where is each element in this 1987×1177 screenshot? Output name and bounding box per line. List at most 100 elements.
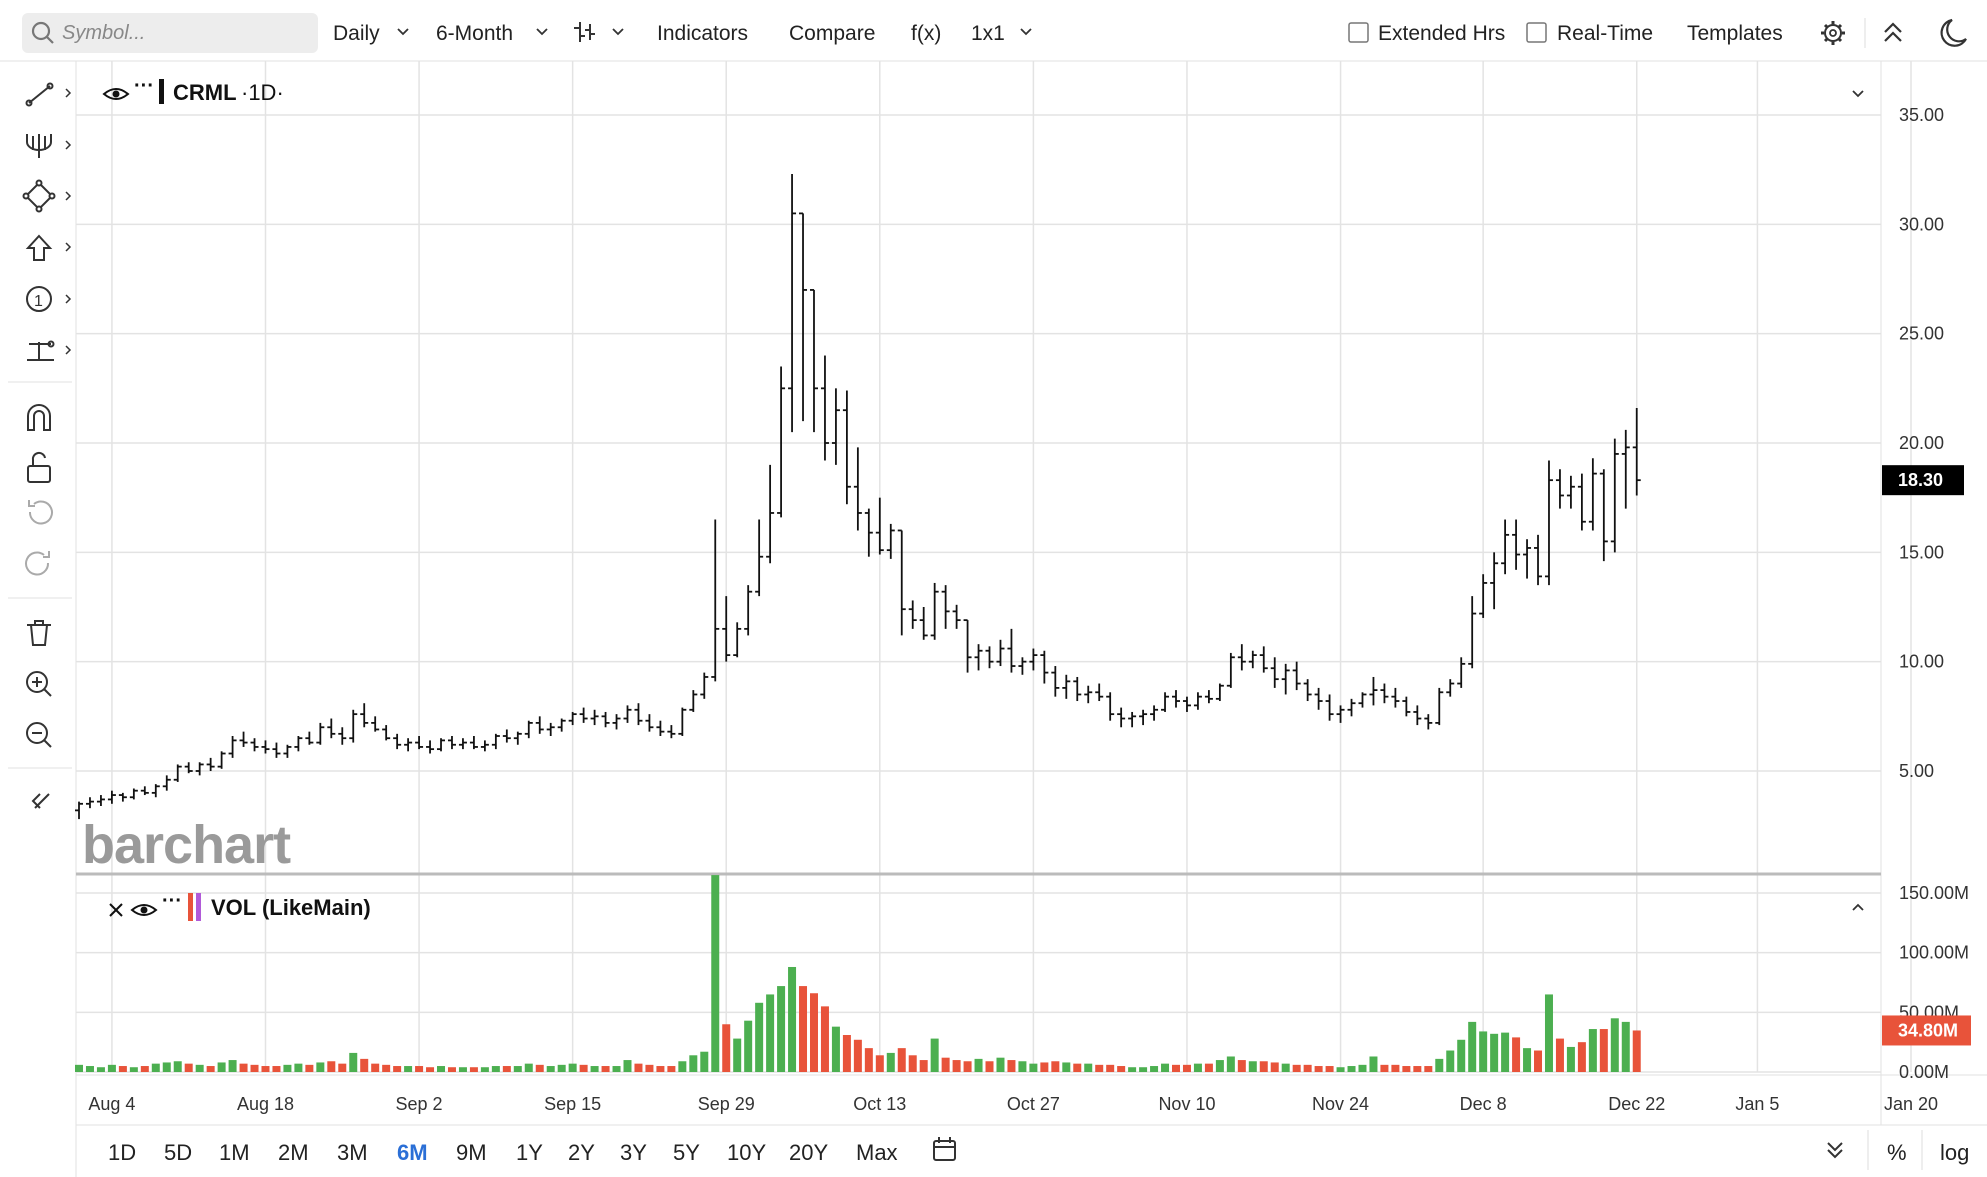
range-button-1m[interactable]: 1M	[219, 1140, 250, 1165]
layout-dropdown[interactable]: 1x1	[971, 22, 1005, 45]
interval-dropdown[interactable]: Daily	[333, 22, 380, 45]
search-box[interactable]	[22, 13, 318, 53]
volume-bar	[162, 1062, 171, 1072]
volume-bar	[1172, 1064, 1180, 1072]
range-button-9m[interactable]: 9M	[456, 1140, 487, 1165]
ohlc-bar	[118, 792, 127, 802]
ohlc-bar	[623, 705, 632, 723]
ohlc-bar	[162, 775, 171, 791]
period-dropdown[interactable]: 6-Month	[436, 22, 513, 45]
range-selector: 1D 5D 1M 2M 3M 6M 9M 1Y 2Y 3Y 5Y 10Y 20Y Max	[108, 1140, 898, 1165]
arrow-up-tool-icon[interactable]	[25, 234, 72, 261]
magnet-icon[interactable]	[27, 404, 51, 431]
ohlc-bar	[173, 764, 182, 782]
range-button-max[interactable]: Max	[856, 1140, 898, 1165]
chevron-up-icon[interactable]	[1852, 903, 1864, 911]
indicators-button[interactable]: Indicators	[657, 22, 748, 45]
compare-button[interactable]: Compare	[789, 22, 875, 45]
log-scale-button[interactable]: log	[1940, 1140, 1969, 1165]
ohlc-bar	[393, 733, 402, 750]
ohlc-bar	[1051, 666, 1060, 697]
volume-bar	[151, 1063, 160, 1072]
ohlc-bar	[1325, 694, 1334, 721]
ohlc-bar	[1544, 460, 1553, 586]
zoom-in-icon[interactable]	[26, 671, 52, 697]
numbered-marker-icon[interactable]: 1	[26, 286, 72, 312]
range-button-5d[interactable]: 5D	[164, 1140, 192, 1165]
ohlc-bar	[722, 596, 731, 662]
extended-hrs-checkbox[interactable]	[1348, 22, 1369, 43]
ohlc-bar	[1084, 685, 1093, 704]
price-axis[interactable]: 5.00 10.00 15.00 20.00 25.00 30.00 35.00	[1899, 105, 1944, 781]
volume-bar	[1391, 1064, 1400, 1072]
ohlc-bar	[1281, 663, 1290, 695]
collapse-toolbar-icon[interactable]	[31, 793, 50, 809]
range-dropdown-icon[interactable]	[1827, 1142, 1843, 1159]
shape-tool-icon[interactable]	[22, 179, 72, 213]
zoom-out-icon[interactable]	[26, 722, 52, 748]
undo-icon[interactable]	[28, 500, 53, 525]
legend-more-icon[interactable]: ···	[162, 890, 182, 912]
collapse-up-icon[interactable]	[1884, 22, 1902, 42]
real-time-checkbox[interactable]	[1526, 22, 1547, 43]
range-button-5y[interactable]: 5Y	[673, 1140, 700, 1165]
volume-bar	[261, 1066, 270, 1072]
pitchfork-tool-icon[interactable]	[26, 134, 72, 158]
price-tick-label: 35.00	[1899, 105, 1944, 125]
legend-more-icon[interactable]: ···	[134, 75, 154, 97]
measure-tool-icon[interactable]	[27, 340, 72, 361]
ohlc-bar	[777, 366, 786, 518]
gear-icon[interactable]	[1821, 21, 1845, 45]
volume-bar	[239, 1063, 248, 1072]
volume-bar	[524, 1063, 533, 1072]
ohlc-bar	[590, 709, 599, 726]
real-time-label: Real-Time	[1557, 22, 1653, 45]
range-button-1y[interactable]: 1Y	[516, 1140, 543, 1165]
range-button-20y[interactable]: 20Y	[789, 1140, 828, 1165]
price-tick-label: 30.00	[1899, 214, 1944, 234]
trendline-tool-icon[interactable]	[25, 82, 72, 107]
volume-bar	[1599, 1029, 1608, 1072]
range-button-3m[interactable]: 3M	[337, 1140, 368, 1165]
range-button-2y[interactable]: 2Y	[568, 1140, 595, 1165]
range-button-3y[interactable]: 3Y	[620, 1140, 647, 1165]
price-tick-label: 10.00	[1899, 652, 1944, 672]
ohlc-bar	[1512, 519, 1521, 570]
time-axis[interactable]: Aug 4 Aug 18 Sep 2 Sep 15 Sep 29 Oct 13 Oct 27…	[88, 1094, 1938, 1114]
ohlc-bar	[239, 731, 248, 747]
fx-button[interactable]: f(x)	[911, 22, 941, 45]
eye-icon[interactable]	[130, 904, 158, 916]
ohlc-bar	[1632, 408, 1641, 496]
eye-icon[interactable]	[102, 88, 130, 100]
calendar-icon[interactable]	[933, 1137, 956, 1161]
volume-bar	[327, 1061, 336, 1072]
unlock-icon[interactable]	[27, 451, 51, 483]
volume-bar	[393, 1066, 402, 1072]
ohlc-bar	[535, 716, 544, 734]
volume-bar	[1259, 1061, 1268, 1072]
volume-bar	[1215, 1060, 1224, 1072]
range-button-10y[interactable]: 10Y	[727, 1140, 766, 1165]
volume-bar	[195, 1064, 204, 1072]
templates-button[interactable]: Templates	[1687, 22, 1783, 45]
chevron-down-icon[interactable]	[1852, 90, 1864, 98]
trash-icon[interactable]	[27, 620, 51, 646]
bar-type-icon[interactable]	[574, 22, 595, 42]
search-input[interactable]: Symbol...	[62, 22, 145, 44]
volume-bar	[1577, 1042, 1586, 1072]
close-icon[interactable]	[109, 903, 123, 917]
time-tick-label: Jan 5	[1735, 1094, 1779, 1114]
range-button-1d[interactable]: 1D	[108, 1140, 136, 1165]
range-button-2m[interactable]: 2M	[278, 1140, 309, 1165]
percent-scale-button[interactable]: %	[1887, 1140, 1907, 1165]
dark-mode-moon-icon[interactable]	[1940, 18, 1967, 47]
volume-bar	[469, 1067, 478, 1072]
ohlc-bar	[1303, 679, 1312, 702]
time-tick-label: Aug 18	[237, 1094, 294, 1114]
volume-bar	[590, 1066, 599, 1072]
range-button-6m[interactable]: 6M	[397, 1140, 428, 1165]
redo-icon[interactable]	[25, 551, 50, 576]
ohlc-bar	[908, 600, 917, 629]
